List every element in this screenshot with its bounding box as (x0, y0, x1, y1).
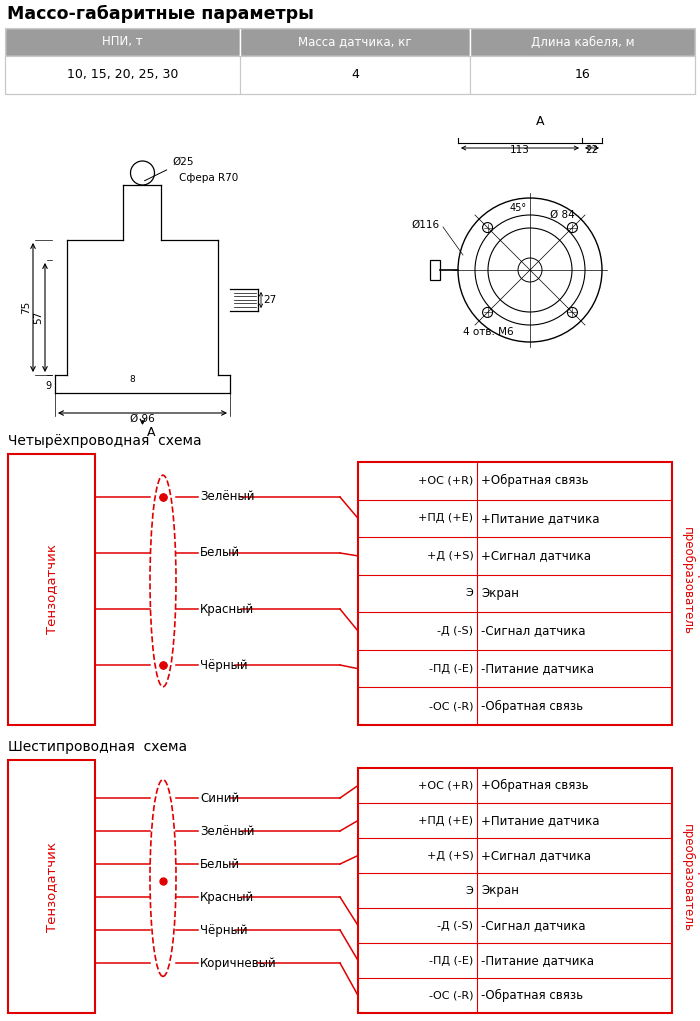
Text: +Сигнал датчика: +Сигнал датчика (482, 549, 592, 563)
Text: Э: Э (466, 885, 473, 895)
Text: Длина кабеля, м: Длина кабеля, м (531, 36, 634, 49)
Text: Красный: Красный (200, 890, 254, 904)
Text: +Питание датчика: +Питание датчика (482, 512, 600, 525)
Text: A: A (536, 115, 545, 128)
Text: Масса датчика, кг: Масса датчика, кг (298, 36, 412, 49)
Bar (8, 760, 95, 1013)
Text: +Обратная связь: +Обратная связь (482, 779, 589, 792)
Text: Чёрный: Чёрный (200, 659, 248, 672)
Text: НПИ, т: НПИ, т (102, 36, 143, 49)
Text: 45°: 45° (510, 203, 526, 213)
Bar (358, 461, 672, 725)
Text: Тензодатчик: Тензодатчик (45, 841, 58, 931)
Text: Синий: Синий (200, 791, 239, 805)
Text: 10, 15, 20, 25, 30: 10, 15, 20, 25, 30 (66, 68, 178, 82)
Bar (240, 56, 470, 94)
Text: -ОС (-R): -ОС (-R) (429, 990, 473, 1001)
Text: Весоизмерительный
преобразователь: Весоизмерительный преобразователь (681, 517, 700, 645)
Bar (358, 768, 672, 1013)
Text: Экран: Экран (482, 587, 519, 600)
Text: -ПД (-E): -ПД (-E) (429, 664, 473, 674)
Text: -ОС (-R): -ОС (-R) (429, 701, 473, 712)
Text: Белый: Белый (200, 546, 240, 560)
Text: +ПД (+E): +ПД (+E) (419, 816, 473, 826)
Bar (430, 260, 440, 280)
Bar (470, 28, 695, 56)
Text: 16: 16 (575, 68, 590, 82)
Text: Чёрный: Чёрный (200, 924, 248, 936)
Text: Весоизмерительный
преобразователь: Весоизмерительный преобразователь (681, 814, 700, 942)
Text: -Питание датчика: -Питание датчика (482, 663, 594, 675)
Text: Зелёный: Зелёный (200, 490, 255, 503)
Text: Четырёхпроводная  схема: Четырёхпроводная схема (8, 434, 202, 448)
Text: -Сигнал датчика: -Сигнал датчика (482, 919, 586, 932)
Text: -Д (-S): -Д (-S) (438, 921, 473, 930)
Text: Массо-габаритные параметры: Массо-габаритные параметры (7, 5, 314, 23)
Bar (8, 454, 95, 725)
Text: -Питание датчика: -Питание датчика (482, 954, 594, 967)
Text: -Д (-S): -Д (-S) (438, 626, 473, 636)
Text: 4 отв. М6: 4 отв. М6 (463, 327, 514, 337)
Text: Коричневый: Коричневый (200, 957, 276, 970)
Text: Сфера R70: Сфера R70 (179, 173, 238, 183)
Text: Красный: Красный (200, 602, 254, 616)
Text: Шестипроводная  схема: Шестипроводная схема (8, 740, 187, 753)
Text: +ОС (+R): +ОС (+R) (418, 476, 473, 486)
Text: Э: Э (466, 588, 473, 598)
Text: -Обратная связь: -Обратная связь (482, 699, 583, 713)
Text: 22: 22 (585, 145, 598, 155)
Bar (240, 28, 470, 56)
Text: 9: 9 (46, 381, 52, 391)
Text: 27: 27 (263, 295, 276, 305)
Text: Ø25: Ø25 (144, 157, 193, 181)
Text: +Питание датчика: +Питание датчика (482, 814, 600, 827)
Text: 4: 4 (351, 68, 359, 82)
Text: +ПД (+E): +ПД (+E) (419, 514, 473, 524)
Text: Ø 84: Ø 84 (550, 210, 575, 220)
Text: +Обратная связь: +Обратная связь (482, 474, 589, 487)
Text: +Д (+S): +Д (+S) (426, 551, 473, 561)
Bar (5, 28, 695, 94)
Text: Белый: Белый (200, 858, 240, 871)
Text: A: A (146, 426, 155, 438)
Text: Экран: Экран (482, 884, 519, 897)
Text: 75: 75 (21, 301, 31, 314)
Text: +Д (+S): +Д (+S) (426, 850, 473, 861)
Text: Тензодатчик: Тензодатчик (45, 544, 58, 634)
Bar (470, 56, 695, 94)
Text: Зелёный: Зелёный (200, 825, 255, 837)
Text: 57: 57 (33, 310, 43, 324)
Text: -Сигнал датчика: -Сигнал датчика (482, 625, 586, 637)
Text: +ОС (+R): +ОС (+R) (418, 780, 473, 790)
Text: -Обратная связь: -Обратная связь (482, 989, 583, 1002)
Text: Ø116: Ø116 (412, 220, 440, 230)
Bar (5, 28, 240, 56)
Text: 113: 113 (510, 145, 530, 155)
Text: -ПД (-E): -ПД (-E) (429, 956, 473, 966)
Text: +Сигнал датчика: +Сигнал датчика (482, 849, 592, 862)
Text: 8: 8 (130, 376, 135, 385)
Text: Ø 96: Ø 96 (130, 414, 155, 424)
Bar (5, 56, 240, 94)
